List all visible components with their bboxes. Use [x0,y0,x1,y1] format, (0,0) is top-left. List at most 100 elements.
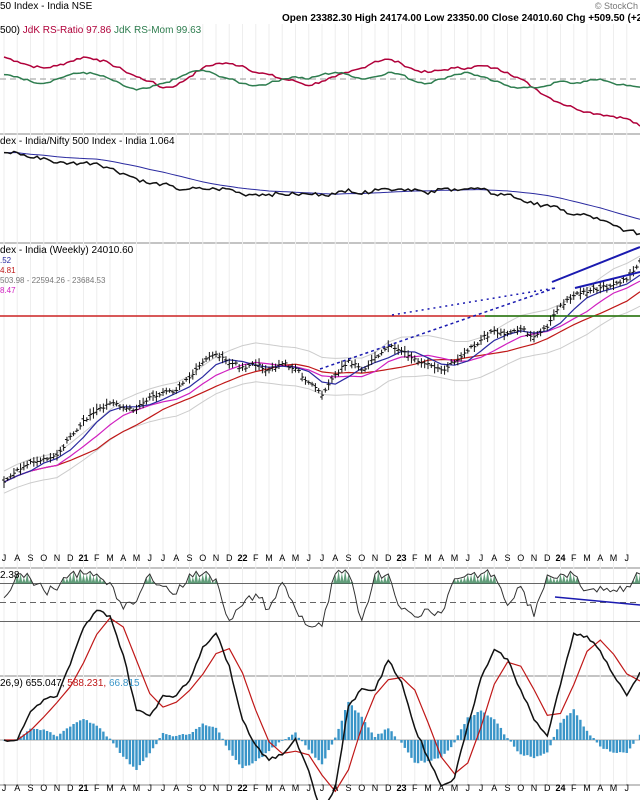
macd-hist-bar [469,716,473,740]
x-tick-label: S [345,553,351,563]
macd-hist-bar [310,740,314,754]
x-tick-label: A [332,553,338,563]
macd-hist-bar [403,740,407,748]
macd-hist-bar [131,740,135,767]
x-tick-label: N [54,783,61,793]
macd-hist-bar [165,734,168,740]
x-tick-label: M [583,553,591,563]
x-tick-label: F [253,553,259,563]
macd-hist-bar [453,740,456,743]
rs-ratio-label: JdK RS-Ratio 97.86 [22,25,112,36]
x-tick-label: J [2,553,7,563]
macd-hist-bar [171,736,175,740]
x-tick-label: F [94,783,100,793]
macd-hist-bar [194,728,198,740]
x-tick-label: M [610,783,618,793]
macd-hist-bar [175,735,178,740]
macd-hist-bar [526,740,529,756]
macd-hist-bar [218,732,221,740]
macd-hist-bar [327,740,330,751]
x-tick-label: N [213,553,220,563]
macd-hist-bar [320,740,324,765]
macd-hist-bar [78,720,82,740]
macd-hist-bar [340,720,344,740]
x-tick-label: J [479,553,484,563]
x-tick-label: 22 [237,783,247,793]
macd-hist-bar [456,735,460,740]
rsi-divergence-line [554,596,640,606]
x-tick-label: M [265,783,273,793]
price-panel-label: dex - India (Weekly) 24010.60 [0,245,134,256]
x-tick-label: M [133,553,141,563]
x-tick-label: D [544,553,551,563]
x-tick-label: S [504,783,510,793]
macd-hist-bar [135,740,138,770]
x-tick-label: D [385,553,392,563]
macd-hist-bar [572,709,575,740]
ohlc-readout: Open 23382.30 High 24174.00 Low 23350.00… [282,13,640,24]
macd-hist-bar [433,740,436,759]
macd-hist-bar [516,740,519,752]
macd-hist-bar [459,729,463,740]
macd-hist-bar [522,740,526,756]
macd-hist-bar [347,701,350,740]
macd-hist-bar [612,740,615,753]
macd-hist-bar [281,740,284,741]
macd-hist-bar [370,732,373,740]
macd-hist-bar [476,712,479,740]
macd-hist-bar [400,740,403,743]
macd-hist-bar [413,740,416,763]
macd-hist-bar [416,740,420,764]
x-tick-label: M [451,553,459,563]
x-tick-label: A [597,783,603,793]
x-tick-label: M [424,553,432,563]
macd-hist-bar [145,740,148,758]
macd-hist-bar [274,740,277,747]
macd-hist-bar [393,736,397,740]
x-tick-label: M [265,553,273,563]
x-tick-label: A [173,783,179,793]
x-tick-label: N [531,783,538,793]
macd-hist-bar [539,740,542,756]
macd-hist-bar [430,740,433,761]
macd-hist-bar [542,740,546,754]
macd-hist-bar [314,740,317,758]
macd-hist-bar [211,726,214,740]
macd-params: 26,9) 655.047, [0,678,65,689]
macd-hist-bar [85,720,89,740]
macd-hist-bar [622,740,625,753]
macd-hist-bar [92,723,95,740]
x-tick-label: F [571,783,577,793]
x-tick-label: O [199,553,206,563]
x-tick-label: O [358,783,365,793]
x-tick-label: N [372,783,379,793]
x-tick-label: 24 [555,783,565,793]
macd-hist-bar [25,731,29,740]
macd-hist-bar [638,734,640,740]
macd-hist-bar [632,740,635,744]
macd-hist-value: 66.815 [109,678,140,689]
macd-hist-bar [410,740,413,758]
macd-hist-bar [39,730,42,740]
x-tick-label: M [292,553,300,563]
macd-hist-bar [466,717,469,740]
x-tick-label: F [412,783,418,793]
x-tick-label: J [625,783,630,793]
x-tick-label: S [27,783,33,793]
x-tick-label: A [279,783,285,793]
x-tick-label: O [517,783,524,793]
macd-hist-bar [198,727,201,740]
ma-200-line [3,291,640,483]
macd-line [3,609,640,800]
macd-hist-bar [155,740,158,745]
macd-hist-bar [426,740,430,762]
x-tick-label: J [479,783,484,793]
macd-hist-bar [261,740,264,758]
legend-line-2: 4.81 [0,266,16,275]
macd-hist-bar [141,740,145,762]
macd-hist-bar [247,740,251,766]
macd-hist-bar [158,738,161,740]
macd-hist-bar [387,728,390,740]
macd-hist-bar [228,740,231,751]
x-tick-label: F [571,553,577,563]
